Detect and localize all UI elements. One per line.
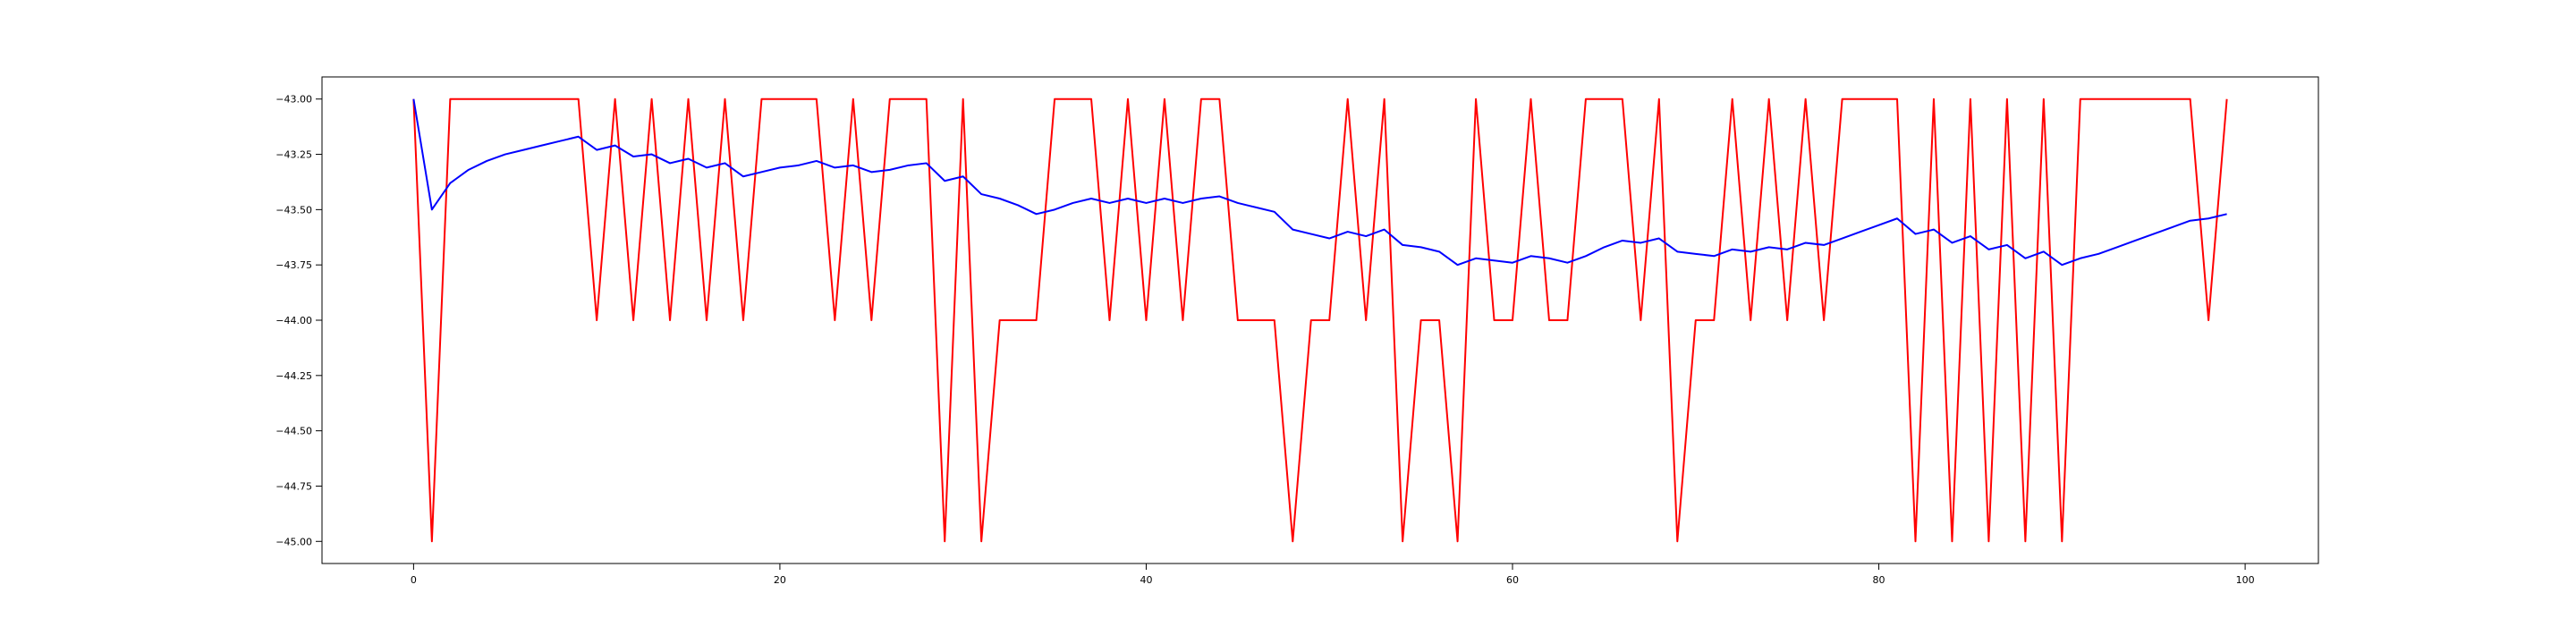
y-tick-label: −44.50 [275, 426, 312, 437]
x-tick-label: 100 [2236, 574, 2255, 586]
x-tick-label: 60 [1506, 574, 1519, 586]
x-tick-label: 40 [1140, 574, 1152, 586]
series-line-2 [412, 98, 2227, 267]
y-tick-label: −43.75 [275, 259, 312, 271]
x-tick-label: 20 [774, 574, 786, 586]
y-tick-label: −43.00 [275, 94, 312, 106]
x-tick-label: 0 [411, 574, 417, 586]
y-axis: −43.00 −43.25 −43.50 −43.75 −44.00 −44.25 −44.… [275, 94, 322, 547]
y-tick-label: −43.25 [275, 149, 312, 161]
plot-frame [321, 76, 2319, 564]
y-tick-label: −44.75 [275, 480, 312, 492]
series-line-1 [412, 97, 2228, 543]
series-layer [412, 97, 2228, 543]
y-tick-label: −44.00 [275, 315, 312, 326]
x-tick-label: 80 [1873, 574, 1885, 586]
x-axis: 0 20 40 60 80 100 [411, 564, 2255, 586]
y-tick-label: −45.00 [275, 536, 312, 547]
y-tick-label: −44.25 [275, 370, 312, 382]
y-tick-label: −43.50 [275, 204, 312, 216]
